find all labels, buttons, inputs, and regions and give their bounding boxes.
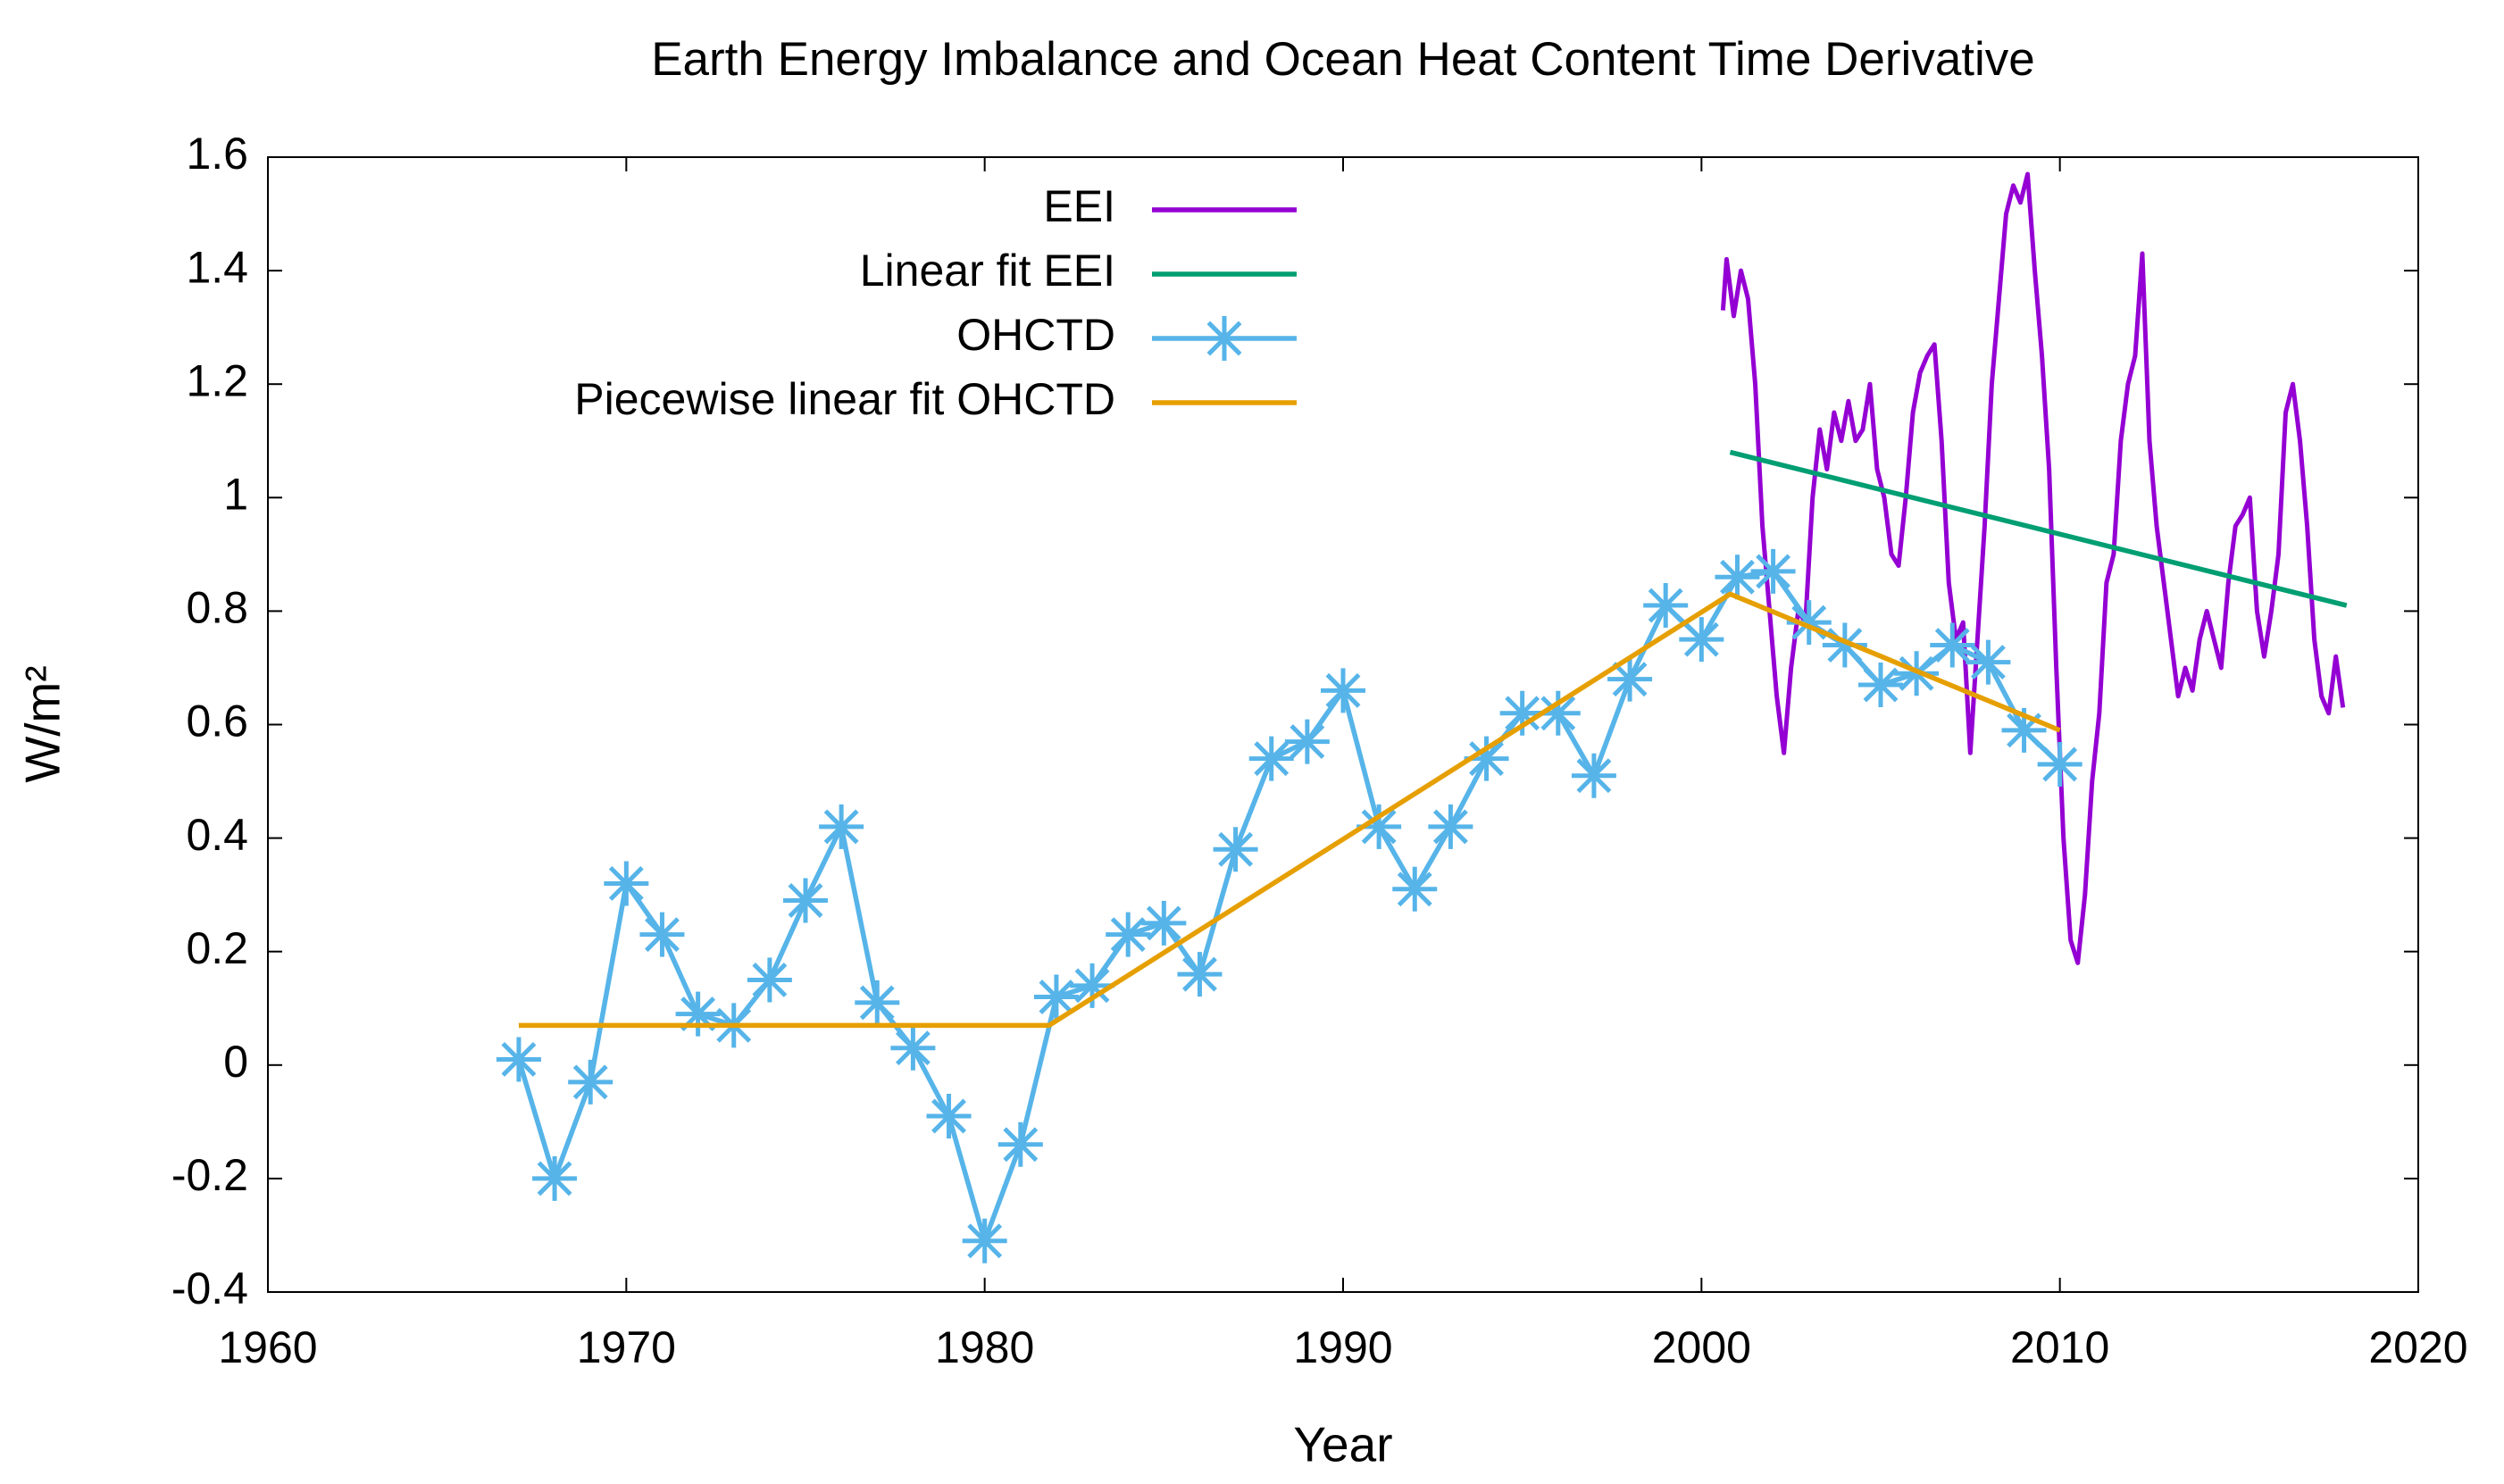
y-tick-label: 1.6: [186, 129, 248, 179]
marker: [855, 980, 900, 1025]
marker: [675, 991, 721, 1037]
marker: [2037, 741, 2082, 787]
y-tick-label: 1: [223, 470, 248, 520]
x-tick-label: 1990: [1293, 1322, 1392, 1372]
x-tick-label: 1970: [577, 1322, 676, 1372]
marker: [1213, 827, 1258, 872]
marker: [747, 957, 792, 1003]
series-line: [1729, 449, 2348, 608]
x-tick-label: 2010: [2010, 1322, 2109, 1372]
legend-label: EEI: [1043, 181, 1115, 231]
marker: [1679, 617, 1724, 663]
legend-label: Piecewise linear fit OHCTD: [574, 374, 1115, 424]
marker: [2001, 707, 2047, 753]
x-tick-label: 2000: [1652, 1322, 1751, 1372]
marker: [1750, 548, 1796, 594]
marker: [1177, 952, 1223, 997]
series-line: [1720, 171, 2346, 965]
marker: [1571, 753, 1616, 798]
marker: [1607, 656, 1653, 702]
marker: [962, 1218, 1007, 1263]
y-tick-label: 1.2: [186, 355, 248, 405]
marker: [1822, 622, 1867, 668]
y-tick-label: 0.6: [186, 696, 248, 746]
y-tick-label: 0: [223, 1037, 248, 1087]
marker: [783, 878, 828, 923]
marker: [890, 1025, 936, 1071]
x-tick-label: 1960: [218, 1322, 317, 1372]
y-axis-label: W/m²: [15, 665, 71, 782]
marker: [1643, 583, 1689, 629]
marker: [1966, 639, 2011, 685]
marker: [1535, 690, 1581, 736]
marker: [819, 804, 864, 849]
y-tick-label: 0.2: [186, 923, 248, 973]
marker: [1070, 963, 1115, 1008]
marker: [1786, 600, 1832, 646]
y-tick-label: 1.4: [186, 242, 248, 292]
marker: [1033, 974, 1079, 1020]
y-tick-label: -0.2: [171, 1150, 248, 1200]
x-tick-label: 2020: [2368, 1322, 2467, 1372]
legend-label: Linear fit EEI: [860, 246, 1115, 296]
marker: [1284, 719, 1330, 764]
marker: [1248, 736, 1294, 781]
x-axis-label: Year: [1293, 1417, 1392, 1472]
x-tick-label: 1980: [935, 1322, 1034, 1372]
marker: [1428, 804, 1473, 849]
marker: [532, 1155, 578, 1201]
series-line: [518, 591, 2061, 1029]
legend-marker: [1202, 316, 1247, 361]
marker: [1141, 900, 1187, 946]
marker: [926, 1093, 972, 1138]
marker: [1464, 736, 1509, 781]
y-tick-label: 0.4: [186, 810, 248, 860]
marker: [1356, 804, 1402, 849]
marker: [1106, 912, 1151, 957]
marker: [1930, 622, 1975, 668]
marker: [1392, 866, 1438, 912]
marker: [496, 1037, 541, 1082]
marker: [568, 1059, 613, 1105]
marker: [1499, 690, 1545, 736]
plot-frame: [267, 156, 2419, 1293]
marker: [1321, 668, 1365, 713]
marker: [1858, 663, 1903, 708]
marker: [639, 912, 685, 957]
marker: [1715, 554, 1760, 600]
y-tick-label: -0.4: [171, 1263, 248, 1313]
marker: [604, 861, 649, 906]
y-tick-label: 0.8: [186, 583, 248, 633]
chart-title: Earth Energy Imbalance and Ocean Heat Co…: [651, 33, 2035, 86]
legend-label: OHCTD: [956, 310, 1115, 360]
marker: [997, 1121, 1043, 1167]
